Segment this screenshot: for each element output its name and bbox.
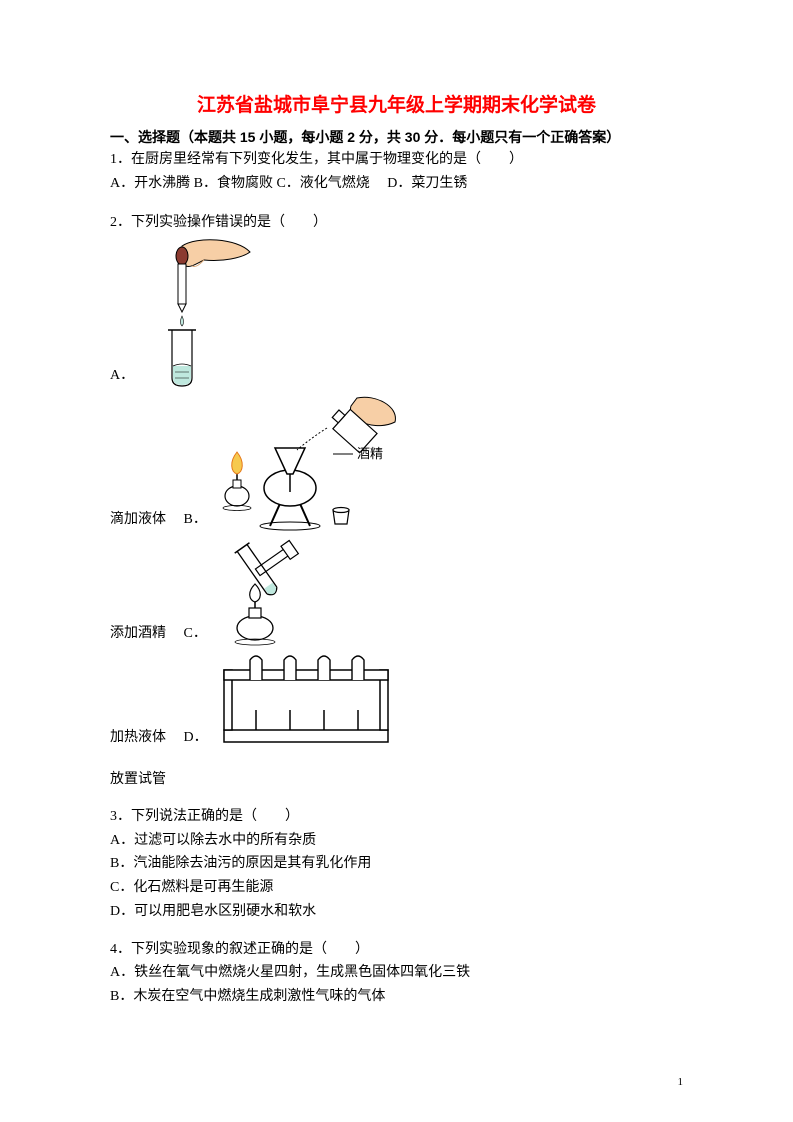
q3-D: D．可以用肥皂水区别硬水和软水 bbox=[110, 901, 683, 923]
q2-figC-wrap: 添加酒精 C． bbox=[110, 536, 683, 646]
q1-stem: 1．在厨房里经常有下列变化发生，其中属于物理变化的是（ ） bbox=[110, 149, 683, 171]
fig-test-tube-rack-icon bbox=[216, 650, 396, 750]
q2-stem: 2．下列实验操作错误的是（ ） bbox=[110, 212, 683, 234]
q2-D-caption: 放置试管 bbox=[110, 768, 683, 788]
q4-stem: 4．下列实验现象的叙述正确的是（ ） bbox=[110, 939, 683, 961]
figB-label: 酒精 bbox=[357, 446, 383, 461]
q3-C: C．化石燃料是可再生能源 bbox=[110, 877, 683, 899]
q2-C-caption-D-label: 加热液体 D． bbox=[110, 726, 208, 746]
q3-A: A．过滤可以除去水中的所有杂质 bbox=[110, 830, 683, 852]
exam-page: 江苏省盐城市阜宁县九年级上学期期末化学试卷 一、选择题（本题共 15 小题，每小… bbox=[0, 0, 793, 1122]
q4-A: A．铁丝在氧气中燃烧火星四射，生成黑色固体四氧化三铁 bbox=[110, 962, 683, 984]
exam-title: 江苏省盐城市阜宁县九年级上学期期末化学试卷 bbox=[110, 90, 683, 117]
q2-figA-wrap: A． bbox=[110, 238, 683, 388]
q4-B: B．木炭在空气中燃烧生成刺激性气味的气体 bbox=[110, 986, 683, 1008]
q3-stem: 3．下列说法正确的是（ ） bbox=[110, 806, 683, 828]
page-number: 1 bbox=[678, 1076, 684, 1088]
section-1-header: 一、选择题（本题共 15 小题，每小题 2 分，共 30 分．每小题只有一个正确… bbox=[110, 127, 683, 147]
q1-options: A．开水沸腾 B．食物腐败 C．液化气燃烧 D．菜刀生锈 bbox=[110, 173, 683, 195]
fig-heat-liquid-icon bbox=[215, 536, 335, 646]
q3-B: B．汽油能除去油污的原因是其有乳化作用 bbox=[110, 853, 683, 875]
q2-A-label: A． bbox=[110, 364, 134, 384]
fig-dropper-icon bbox=[142, 238, 252, 388]
q2-figD-wrap: 加热液体 D． bbox=[110, 650, 683, 750]
q2-A-caption-B-label: 滴加液体 B． bbox=[110, 508, 207, 528]
fig-add-alcohol-icon: 酒精 bbox=[215, 392, 405, 532]
q2-B-caption-C-label: 添加酒精 C． bbox=[110, 622, 207, 642]
q2-figB-wrap: 滴加液体 B． bbox=[110, 392, 683, 532]
